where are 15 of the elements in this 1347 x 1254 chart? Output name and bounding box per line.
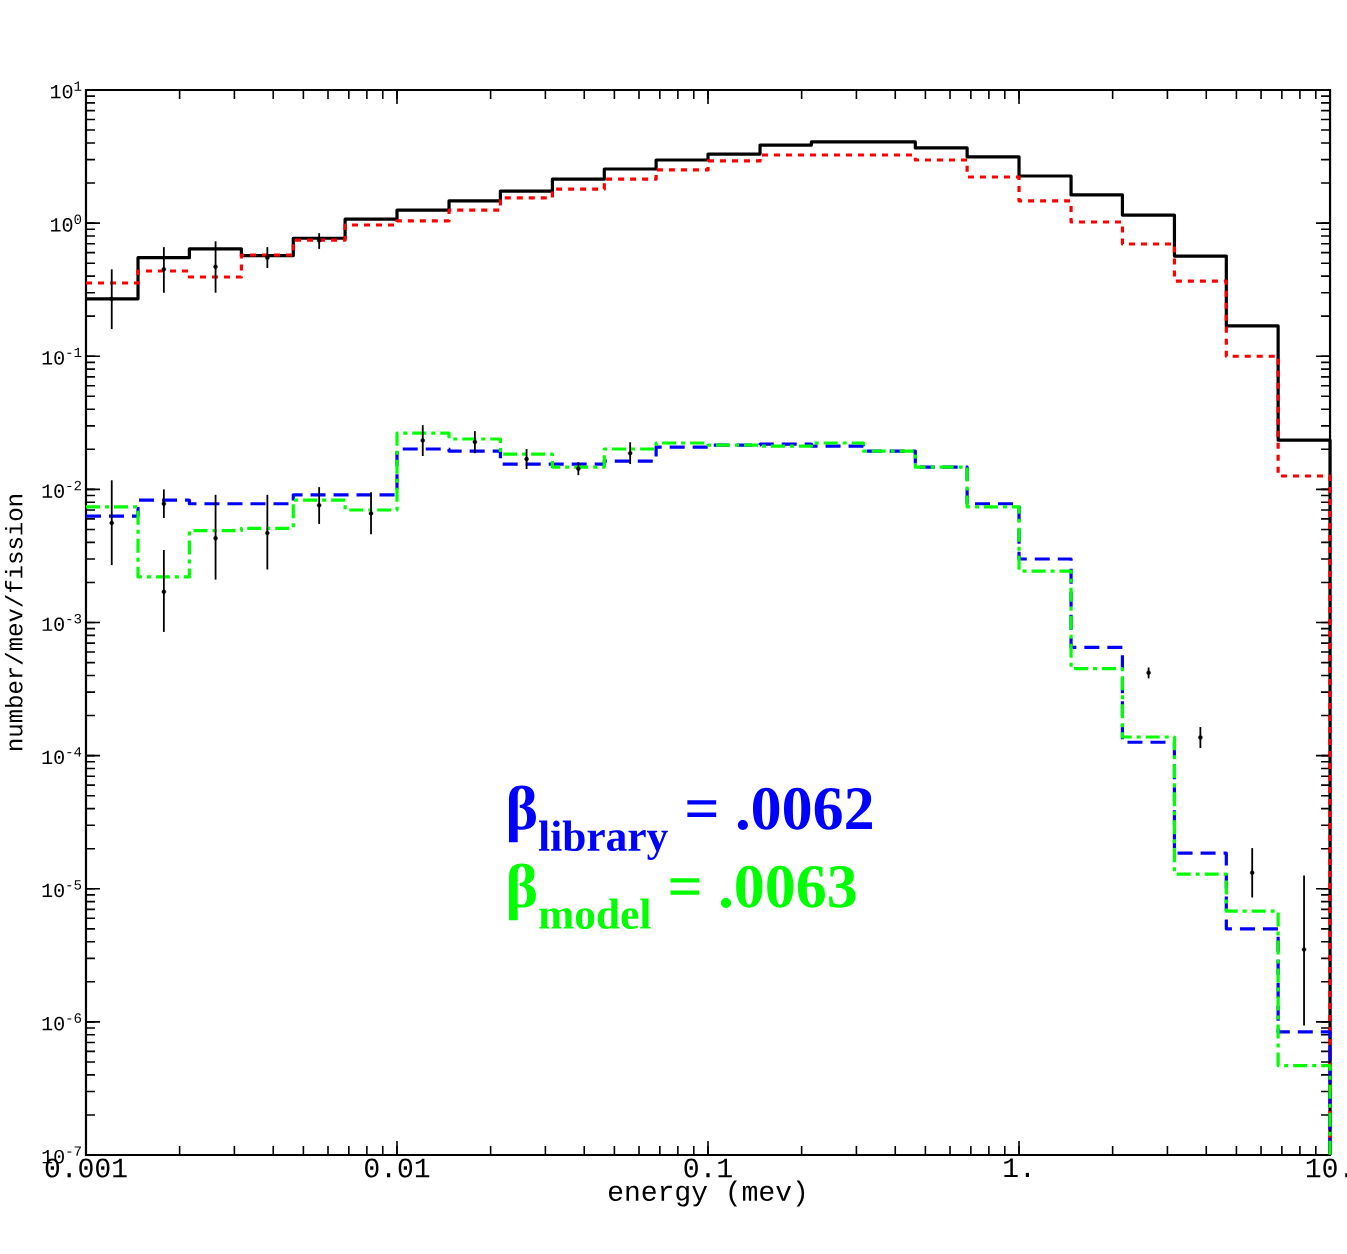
- y-tick-label: 10$^{-4}$: [42, 747, 82, 765]
- y-tick-label: 10$^{-2}$: [42, 480, 81, 498]
- x-tick-label: 0.01: [365, 1158, 430, 1178]
- y-tick-label: 10$^{-5}$: [42, 880, 82, 898]
- y-tick-label: 10$^{1}$: [50, 81, 82, 99]
- y-tick-label: 10$^{-1}$: [42, 347, 82, 365]
- annotation: β$_{library}$ = .0062: [508, 785, 872, 861]
- x-tick-label: 0.1: [684, 1158, 732, 1178]
- y-tick-label: 10$^{0}$: [50, 214, 82, 232]
- y-tick-label: 10$^{-6}$: [42, 1013, 82, 1031]
- y-axis-title: number/mev/fission: [4, 495, 23, 751]
- x-tick-label: 1.: [1004, 1158, 1030, 1177]
- annotation: β$_{model}$ = .0063: [508, 863, 856, 930]
- y-tick-label: 10$^{-3}$: [42, 613, 82, 632]
- x-axis-title: energy (mev): [609, 1180, 805, 1207]
